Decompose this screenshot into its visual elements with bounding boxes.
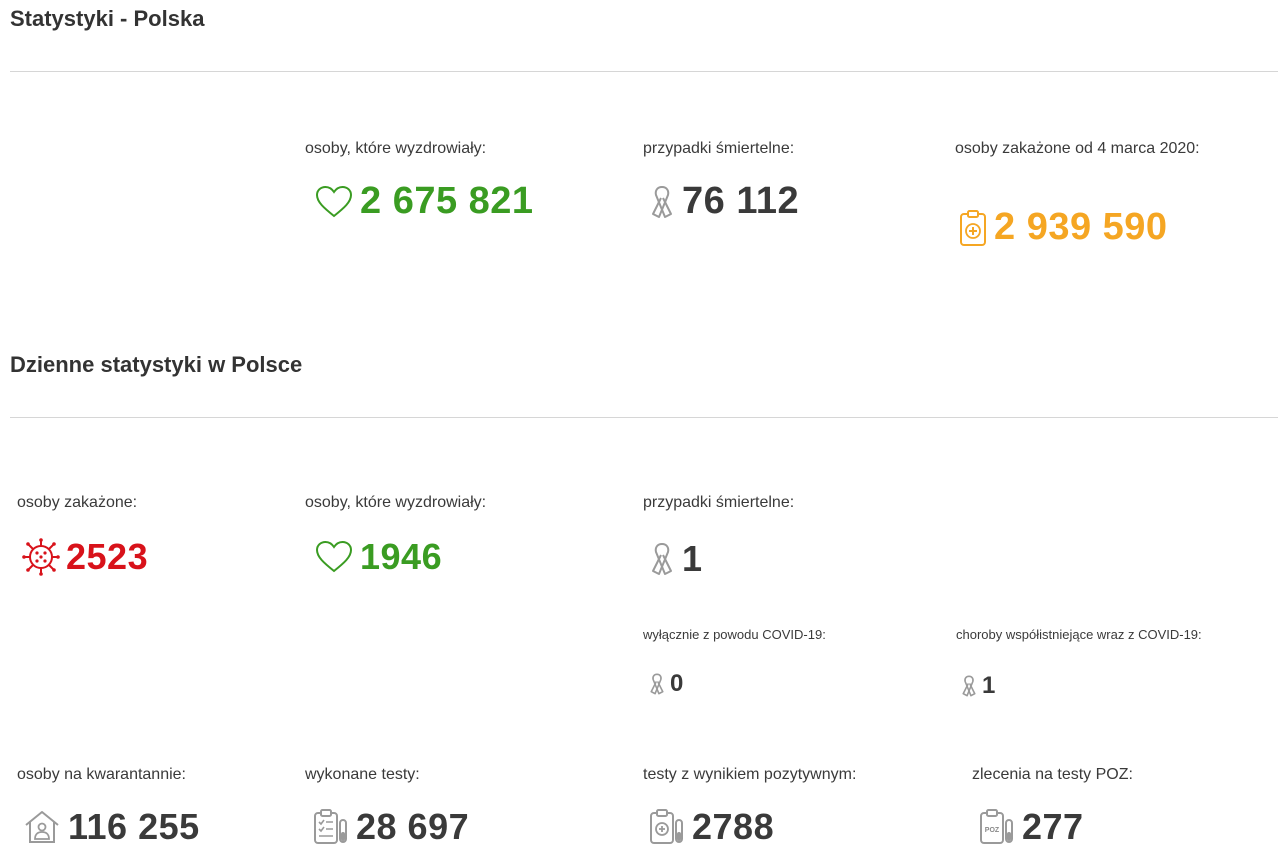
tests-done-stat: 28 697 [312, 806, 469, 848]
clipboard-poz-icon: POZ [978, 808, 1016, 846]
ribbon-icon [960, 674, 978, 698]
deaths-comorbid-stat: 1 [960, 672, 996, 700]
ribbon-icon [648, 672, 666, 696]
clipboard-medical-icon [958, 209, 988, 247]
section-title-daily: Dzienne statystyki w Polsce [10, 352, 303, 377]
daily-infected-label: osoby zakażone: [17, 494, 138, 511]
daily-recovered-label: osoby, które wyzdrowiały: [305, 494, 487, 511]
house-person-icon [22, 809, 62, 845]
poz-orders-stat: POZ 277 [978, 806, 1084, 848]
deaths-total-label: przypadki śmiertelne: [643, 140, 795, 157]
infected-total-value: 2 939 590 [994, 206, 1168, 248]
daily-deaths-value: 1 [682, 538, 703, 579]
daily-recovered-stat: 1946 [314, 536, 442, 578]
daily-infected-value: 2523 [66, 536, 149, 577]
heart-outline-icon [314, 540, 354, 574]
clipboard-plus-tube-icon [648, 808, 686, 846]
recovered-total-stat: 2 675 821 [314, 180, 534, 223]
recovered-total-label: osoby, które wyzdrowiały: [305, 140, 487, 157]
ribbon-icon [648, 184, 676, 220]
deaths-covid-only-value: 0 [670, 670, 684, 697]
poz-orders-label: zlecenia na testy POZ: [972, 766, 1133, 783]
section-title-poland: Statystyki - Polska [10, 6, 205, 31]
quarantine-stat: 116 255 [22, 806, 200, 848]
daily-deaths-label: przypadki śmiertelne: [643, 494, 795, 511]
recovered-total-value: 2 675 821 [360, 180, 534, 222]
tests-positive-value: 2788 [692, 806, 775, 847]
deaths-comorbid-value: 1 [982, 672, 996, 699]
tests-positive-stat: 2788 [648, 806, 774, 848]
poz-icon-text: POZ [985, 827, 1000, 834]
divider-poland [10, 71, 1278, 72]
deaths-total-value: 76 112 [682, 180, 800, 222]
tests-done-label: wykonane testy: [305, 766, 420, 783]
deaths-covid-only-stat: 0 [648, 670, 684, 698]
tests-done-value: 28 697 [356, 806, 470, 847]
tests-positive-label: testy z wynikiem pozytywnym: [643, 766, 857, 783]
daily-infected-stat: 2523 [22, 536, 148, 578]
infected-total-label: osoby zakażone od 4 marca 2020: [955, 140, 1200, 157]
daily-deaths-stat: 1 [648, 538, 703, 580]
deaths-covid-only-label: wyłącznie z powodu COVID-19: [643, 627, 826, 642]
ribbon-icon [648, 541, 676, 577]
infected-total-stat: 2 939 590 [958, 206, 1168, 249]
daily-recovered-value: 1946 [360, 536, 443, 577]
clipboard-test-tube-icon [312, 808, 350, 846]
virus-icon [22, 538, 60, 576]
heart-outline-icon [314, 185, 354, 219]
poz-orders-value: 277 [1022, 806, 1084, 847]
divider-daily [10, 417, 1278, 418]
quarantine-label: osoby na kwarantannie: [17, 766, 186, 783]
quarantine-value: 116 255 [68, 806, 200, 847]
deaths-total-stat: 76 112 [648, 180, 799, 223]
deaths-comorbid-label: choroby współistniejące wraz z COVID-19: [956, 627, 1202, 642]
